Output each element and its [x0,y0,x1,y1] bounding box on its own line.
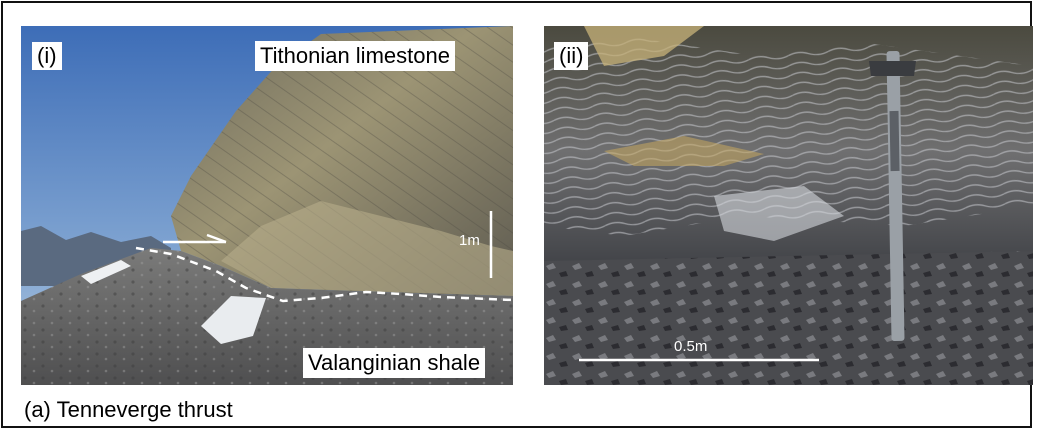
rubble-fragments [544,251,1033,385]
scale-label-1m: 1m [459,232,480,249]
snow-strip [81,260,131,284]
photo-panel-ii: 0.5m [544,26,1033,385]
thrust-direction-arrow-head [206,233,227,244]
rock-hammer-grip [889,110,900,172]
panel-label-ii: (ii) [554,42,589,70]
thrust-trace-line [135,246,513,303]
rock-hammer-head [869,61,916,76]
yellow-weathered-zone [584,26,704,66]
sheared-fabric [544,36,1033,236]
limestone-highlight [221,201,513,296]
snow-patch [201,296,266,344]
figure-caption: (a) Tenneverge thrust [24,397,233,422]
photo-panel-i: 1m [21,26,513,385]
outcrop-photo-i [21,26,513,385]
scale-label-0-5m: 0.5m [674,338,708,355]
label-tithonian-limestone: Tithonian limestone [255,41,455,71]
ochre-band [604,136,764,166]
outcrop-photo-ii [544,26,1033,385]
panel-label-i: (i) [32,42,62,70]
pale-lens [714,186,844,241]
label-valanginian-shale: Valanginian shale [303,348,486,378]
